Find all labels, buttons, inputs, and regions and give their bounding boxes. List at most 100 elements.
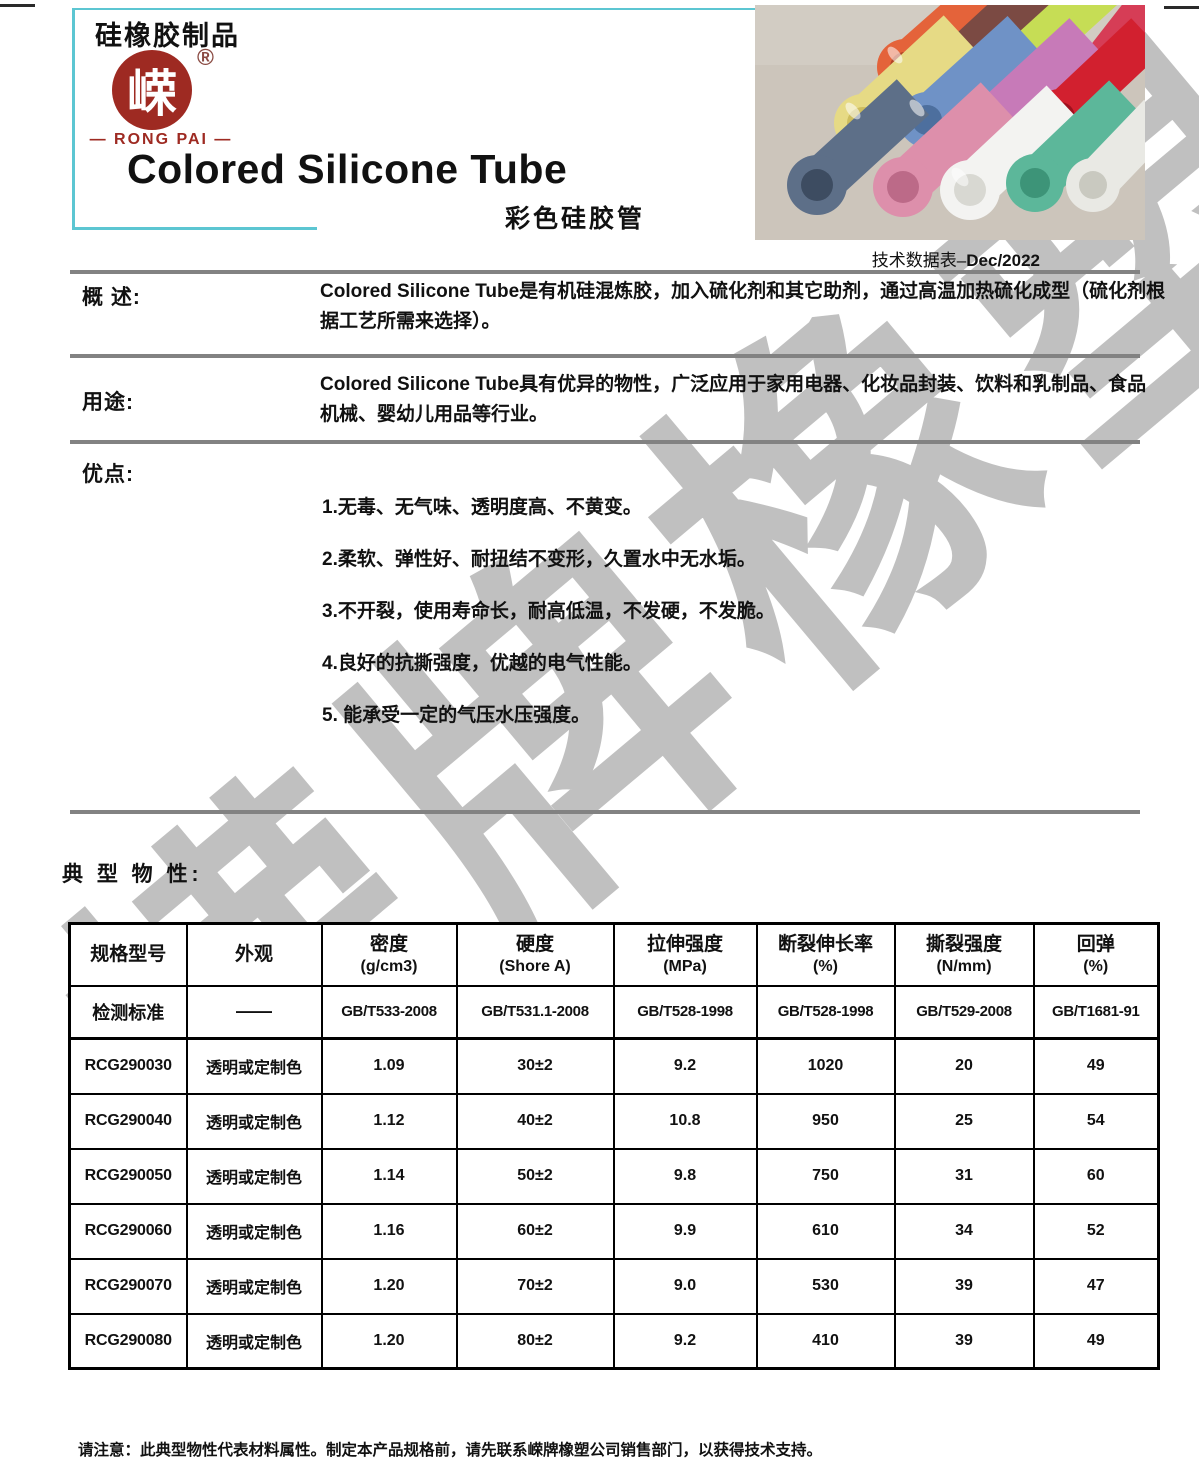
page-title: Colored Silicone Tube xyxy=(127,146,568,192)
spec-model-cell: RCG290030 xyxy=(68,1037,188,1095)
table-cell: 20 xyxy=(893,1037,1035,1095)
table-cell: 1.14 xyxy=(320,1147,458,1205)
spec-model-cell: RCG290040 xyxy=(68,1092,188,1150)
table-row: RCG290050 透明或定制色 1.14 50±2 9.8 750 31 60 xyxy=(68,1147,1160,1205)
table-cell: 透明或定制色 xyxy=(185,1092,323,1150)
table-cell: 49 xyxy=(1032,1037,1160,1095)
table-cell: 530 xyxy=(755,1257,896,1315)
table-cell: 31 xyxy=(893,1147,1035,1205)
table-cell: 9.9 xyxy=(612,1202,758,1260)
page-subtitle: 彩色硅胶管 xyxy=(505,205,646,233)
table-header-row: 规格型号 外观 密度 (g/cm3) 硬度 (Shore A) 拉伸强度 (MPa) … xyxy=(68,922,1160,987)
table-cell: 60 xyxy=(1032,1147,1160,1205)
typical-properties-table: 规格型号 外观 密度 (g/cm3) 硬度 (Shore A) 拉伸强度 (MPa) … xyxy=(68,922,1160,1370)
page-margin-mark-right xyxy=(1164,6,1199,9)
column-header: 拉伸强度 (MPa) xyxy=(612,922,758,987)
column-header: 硬度 (Shore A) xyxy=(455,922,615,987)
advantage-item: 3.不开裂，使用寿命长，耐高低温，不发硬，不发脆。 xyxy=(322,601,775,622)
advantage-item: 1.无毒、无气味、透明度高、不黄变。 xyxy=(322,497,642,518)
column-header: 规格型号 xyxy=(68,922,188,987)
table-row: RCG290080 透明或定制色 1.20 80±2 9.2 410 39 49 xyxy=(68,1312,1160,1370)
column-header: 回弹 (%) xyxy=(1032,922,1160,987)
table-cell: 30±2 xyxy=(455,1037,615,1095)
table-cell: 1020 xyxy=(755,1037,896,1095)
section-divider xyxy=(70,270,1140,274)
table-cell: 70±2 xyxy=(455,1257,615,1315)
brand-product-line: 硅橡胶制品 xyxy=(95,21,240,51)
footer-note: 请注意：此典型物性代表材料属性。制定本产品规格前，请先联系嵘牌橡塑公司销售部门，… xyxy=(78,1438,822,1460)
table-cell: 9.2 xyxy=(612,1312,758,1370)
table-row: RCG290070 透明或定制色 1.20 70±2 9.0 530 39 47 xyxy=(68,1257,1160,1315)
footer-note-text: 此典型物性代表材料属性。制定本产品规格前，请先联系嵘牌橡塑公司销售部门，以获得技… xyxy=(140,1442,823,1459)
table-cell: 47 xyxy=(1032,1257,1160,1315)
standards-row: 检测标准 —— GB/T533-2008 GB/T531.1-2008 GB/T… xyxy=(68,984,1160,1040)
page-margin-mark-left xyxy=(0,4,35,7)
table-cell: —— xyxy=(185,984,323,1040)
uses-text: Colored Silicone Tube具有优异的物性，广泛应用于家用电器、化… xyxy=(320,374,1147,425)
overview-text: Colored Silicone Tube是有机硅混炼胶，加入硫化剂和其它助剂，… xyxy=(320,281,1166,332)
column-header: 断裂伸长率 (%) xyxy=(755,922,896,987)
brand-name: — RONG PAI — xyxy=(89,131,233,148)
table-cell: 9.2 xyxy=(612,1037,758,1095)
section-divider xyxy=(70,810,1140,814)
standards-label-cell: 检测标准 xyxy=(68,984,188,1040)
spec-model-cell: RCG290080 xyxy=(68,1312,188,1370)
header-frame-top xyxy=(72,8,755,10)
table-row: RCG290030 透明或定制色 1.09 30±2 9.2 1020 20 4… xyxy=(68,1037,1160,1095)
table-cell: 49 xyxy=(1032,1312,1160,1370)
spec-model-cell: RCG290070 xyxy=(68,1257,188,1315)
datasheet-label: 技术数据表– xyxy=(871,251,967,270)
section-divider xyxy=(70,354,1140,358)
advantage-item: 5. 能承受一定的气压水压强度。 xyxy=(322,705,591,726)
table-cell: 透明或定制色 xyxy=(185,1312,323,1370)
table-cell: GB/T529-2008 xyxy=(893,984,1035,1040)
table-cell: 透明或定制色 xyxy=(185,1202,323,1260)
table-cell: GB/T1681-91 xyxy=(1032,984,1160,1040)
table-cell: GB/T531.1-2008 xyxy=(455,984,615,1040)
table-cell: 39 xyxy=(893,1257,1035,1315)
table-cell: 50±2 xyxy=(455,1147,615,1205)
table-cell: 透明或定制色 xyxy=(185,1257,323,1315)
table-row: RCG290060 透明或定制色 1.16 60±2 9.9 610 34 52 xyxy=(68,1202,1160,1260)
table-cell: 750 xyxy=(755,1147,896,1205)
column-header: 撕裂强度 (N/mm) xyxy=(893,922,1035,987)
table-cell: 25 xyxy=(893,1092,1035,1150)
datasheet-date-line: 技术数据表–Dec/2022 xyxy=(640,246,1040,271)
section-divider xyxy=(70,440,1140,444)
table-cell: 52 xyxy=(1032,1202,1160,1260)
rongpai-logo-icon: 嵘 xyxy=(112,50,192,130)
table-cell: 34 xyxy=(893,1202,1035,1260)
table-cell: 9.8 xyxy=(612,1147,758,1205)
table-cell: 610 xyxy=(755,1202,896,1260)
table-cell: 410 xyxy=(755,1312,896,1370)
column-header: 密度 (g/cm3) xyxy=(320,922,458,987)
table-cell: GB/T533-2008 xyxy=(320,984,458,1040)
table-cell: 1.12 xyxy=(320,1092,458,1150)
spec-model-cell: RCG290060 xyxy=(68,1202,188,1260)
header-frame-left xyxy=(72,8,75,230)
datasheet-date: Dec/2022 xyxy=(966,251,1040,270)
silicone-tubes-photo xyxy=(755,5,1145,240)
advantage-item: 4.良好的抗撕强度，优越的电气性能。 xyxy=(322,653,642,674)
registered-trademark-icon: ® xyxy=(197,44,214,70)
header-frame-bottom xyxy=(72,227,317,230)
table-row: RCG290040 透明或定制色 1.12 40±2 10.8 950 25 5… xyxy=(68,1092,1160,1150)
uses-label: 用途: xyxy=(82,391,134,414)
table-cell: 54 xyxy=(1032,1092,1160,1150)
table-cell: 39 xyxy=(893,1312,1035,1370)
overview-label: 概 述: xyxy=(82,286,141,309)
column-header: 外观 xyxy=(185,922,323,987)
footer-note-label: 请注意： xyxy=(78,1442,141,1459)
table-cell: 1.20 xyxy=(320,1312,458,1370)
table-cell: 透明或定制色 xyxy=(185,1037,323,1095)
advantages-label: 优点: xyxy=(82,463,134,486)
table-cell: 1.09 xyxy=(320,1037,458,1095)
spec-model-cell: RCG290050 xyxy=(68,1147,188,1205)
advantage-item: 2.柔软、弹性好、耐扭结不变形，久置水中无水垢。 xyxy=(322,549,756,570)
table-cell: 40±2 xyxy=(455,1092,615,1150)
table-cell: 80±2 xyxy=(455,1312,615,1370)
table-cell: 1.16 xyxy=(320,1202,458,1260)
table-cell: 1.20 xyxy=(320,1257,458,1315)
table-cell: GB/T528-1998 xyxy=(755,984,896,1040)
table-cell: 10.8 xyxy=(612,1092,758,1150)
